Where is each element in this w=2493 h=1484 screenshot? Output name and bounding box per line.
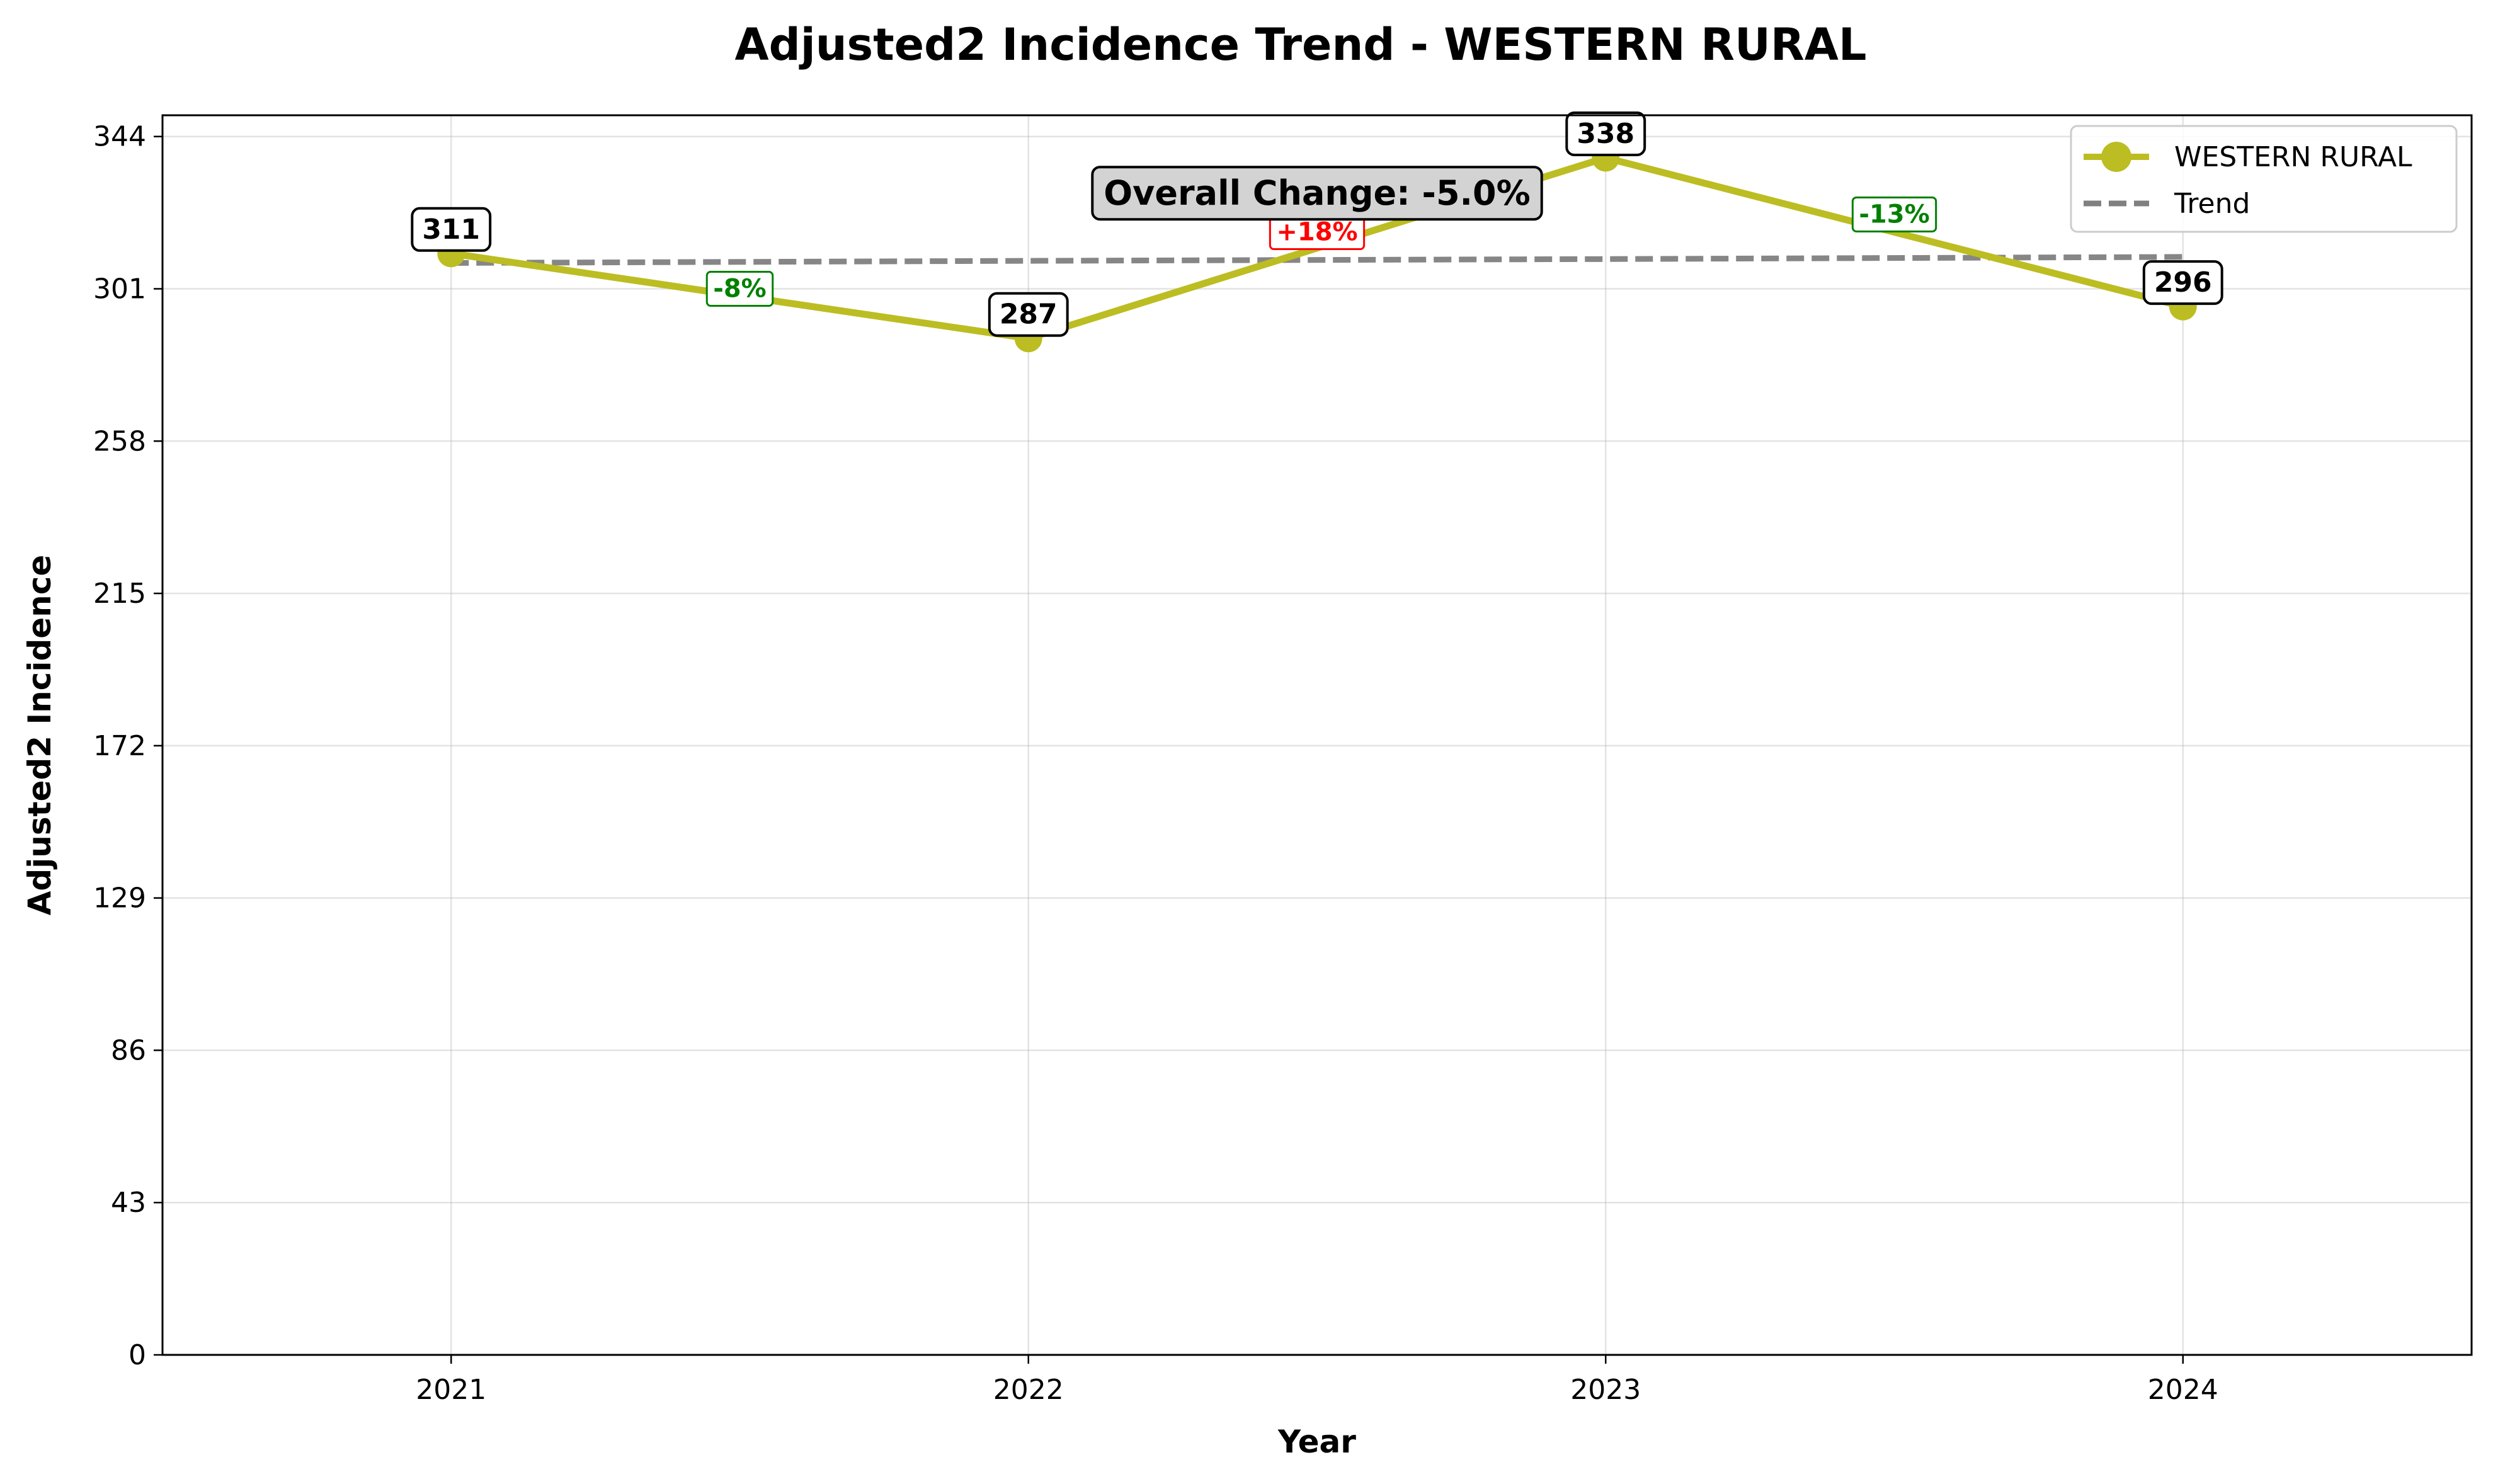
y-tick-label: 258	[93, 425, 146, 457]
point-value-label: 338	[1565, 111, 1646, 156]
legend: WESTERN RURAL Trend	[2070, 125, 2458, 233]
x-tick-label: 2024	[2148, 1374, 2218, 1406]
y-tick-label: 129	[93, 882, 146, 915]
change-annotation-text: +18%	[1276, 218, 1357, 247]
y-axis: 0 43 86 129 172 215 258 301 344	[93, 121, 163, 1371]
point-value-label-box	[1565, 111, 1646, 156]
x-axis: 2021 2022 2023 2024	[416, 1355, 2218, 1406]
y-tick-label: 172	[93, 730, 146, 762]
point-value-label-box	[2142, 260, 2223, 305]
point-value-label: 296	[2142, 260, 2223, 305]
x-tick-label: 2022	[993, 1374, 1064, 1406]
y-tick-label: 86	[111, 1034, 146, 1066]
change-annotation-box	[705, 271, 774, 307]
plot-frame	[161, 114, 2473, 1356]
x-axis-title: Year	[1277, 1424, 1356, 1460]
legend-label-western-rural: WESTERN RURAL	[2174, 141, 2412, 173]
point-value-label: 287	[988, 292, 1069, 337]
overall-change-label-text: Overall Change: -5.0%	[1104, 173, 1530, 213]
point-value-label-box	[411, 207, 492, 252]
point-value-label-text: 311	[422, 214, 480, 246]
legend-label-trend: Trend	[2174, 188, 2250, 220]
trend-line	[451, 254, 2183, 266]
change-annotation-box	[1851, 196, 1937, 232]
overall-change-label-box	[1091, 166, 1543, 221]
legend-marker-western-rural	[2101, 142, 2131, 172]
point-value-label: 311	[411, 207, 492, 252]
grid	[163, 115, 2472, 1356]
y-tick-label: 344	[93, 121, 146, 153]
change-annotation: -8%	[705, 271, 774, 307]
trend-series	[451, 254, 2183, 266]
y-tick-label: 43	[111, 1187, 146, 1219]
x-tick-label: 2021	[416, 1374, 486, 1406]
change-annotation-text: -8%	[713, 275, 767, 304]
annotations: -8% +18% -13% Overall Change: -5.0% 311 287 33…	[411, 111, 2223, 337]
change-annotation: -13%	[1851, 196, 1937, 232]
point-value-label-text: 296	[2154, 266, 2212, 299]
point-value-label-text: 338	[1577, 118, 1634, 150]
chart-title: Adjusted2 Incidence Trend - WESTERN RURA…	[734, 19, 1866, 71]
y-tick-label: 215	[93, 578, 146, 610]
change-annotation-text: -13%	[1859, 200, 1929, 229]
point-value-label-box	[988, 292, 1069, 337]
point-value-label-text: 287	[1000, 299, 1058, 331]
overall-change-label: Overall Change: -5.0%	[1091, 166, 1543, 221]
x-tick-label: 2023	[1570, 1374, 1641, 1406]
y-axis-title: Adjusted2 Incidence	[21, 555, 58, 916]
y-tick-label: 0	[128, 1339, 146, 1371]
change-annotation: +18%	[1269, 214, 1366, 251]
legend-box	[2070, 125, 2458, 233]
y-tick-label: 301	[93, 273, 146, 305]
